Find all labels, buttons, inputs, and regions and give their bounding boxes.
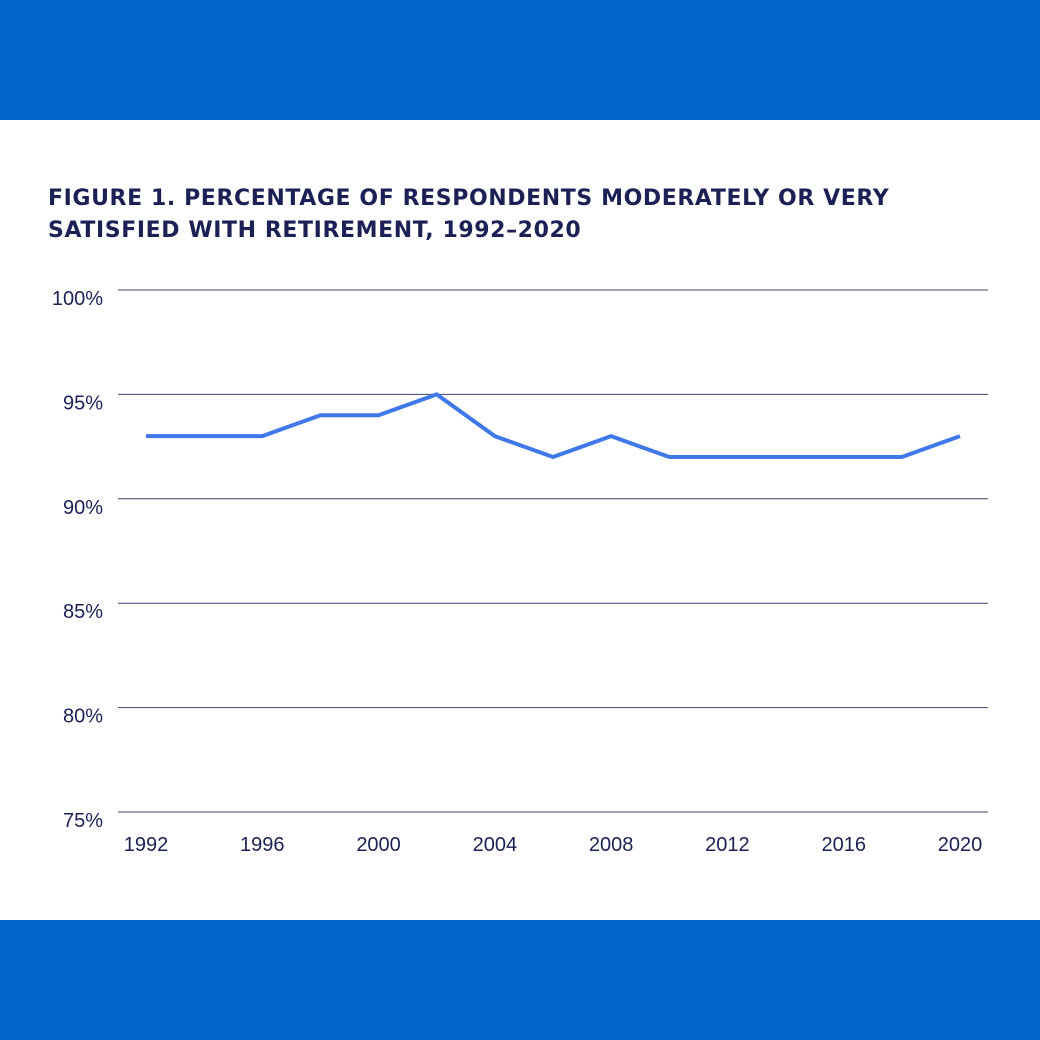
series-line	[146, 392, 961, 460]
chart-title-line-2: SATISFIED WITH RETIREMENT, 1992–2020	[48, 218, 582, 243]
top-banner	[0, 0, 1040, 120]
y-tick-label: 95%	[63, 392, 103, 414]
bottom-banner	[0, 920, 1040, 1040]
x-tick-label: 2004	[473, 834, 518, 856]
gridlines	[118, 289, 988, 813]
x-tick-label: 1996	[240, 834, 285, 856]
x-axis-labels: 1992 1996 2000 2004 2008 2012 2016 2020	[124, 834, 983, 856]
series-layer	[146, 392, 961, 460]
x-tick-label: 2016	[821, 834, 866, 856]
y-tick-label: 75%	[63, 810, 103, 832]
x-tick-label: 2000	[356, 834, 401, 856]
x-tick-label: 2012	[705, 834, 750, 856]
y-tick-label: 100%	[52, 288, 103, 310]
y-tick-label: 90%	[63, 497, 103, 519]
y-axis-labels: 75% 80% 85% 90% 95% 100%	[52, 288, 103, 832]
y-tick-label: 80%	[63, 706, 103, 728]
chart-title: FIGURE 1. PERCENTAGE OF RESPONDENTS MODE…	[48, 183, 948, 247]
chart-title-line-1: FIGURE 1. PERCENTAGE OF RESPONDENTS MODE…	[48, 186, 890, 211]
y-tick-label: 85%	[63, 601, 103, 623]
x-tick-label: 2008	[589, 834, 634, 856]
x-tick-label: 1992	[124, 834, 169, 856]
x-tick-label: 2020	[938, 834, 983, 856]
